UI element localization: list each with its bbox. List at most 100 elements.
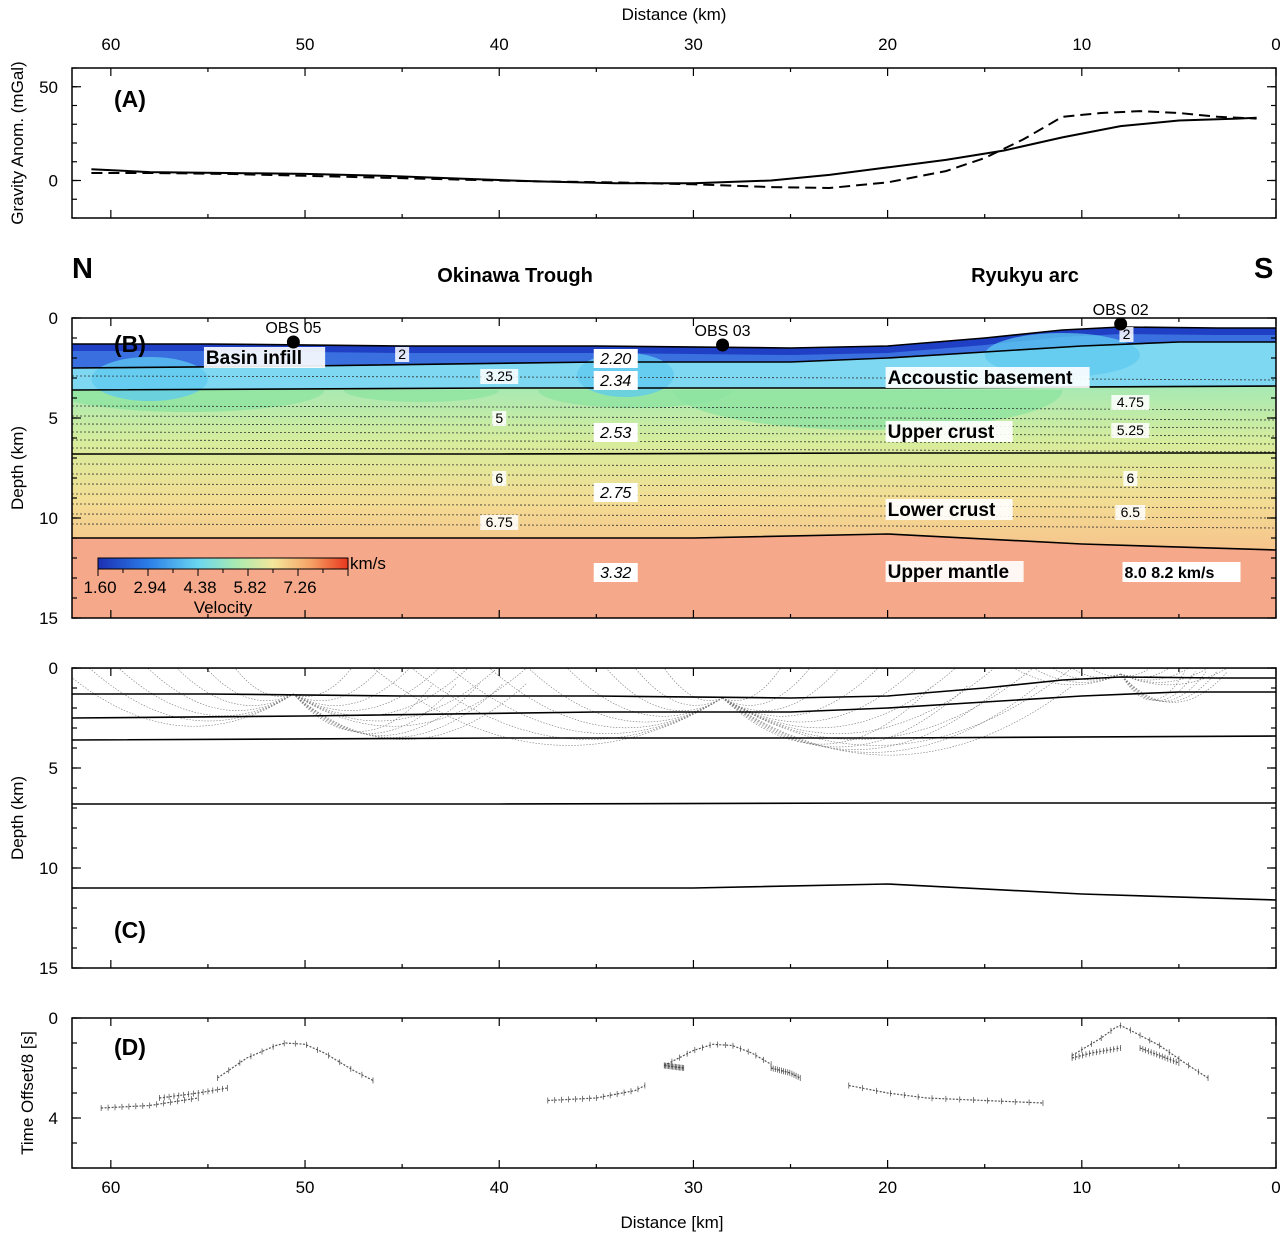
ray-path-deep	[293, 683, 434, 732]
x-tick-label-top: 50	[296, 35, 315, 54]
isovelocity-label: 6.5	[1121, 504, 1141, 520]
panel-b-ylabel: Depth (km)	[8, 426, 27, 510]
isovelocity-contour	[72, 473, 1276, 479]
panel-d-label: (D)	[114, 1034, 146, 1060]
panel-a-ticks: 60 50 40 30 20 10 0 0 50	[39, 35, 1281, 219]
x-tick-label-top: 30	[684, 35, 703, 54]
panel-d: 60 50 40 30 20 10 0 0 4 (D) Time Offset/8 [s]	[18, 1009, 1281, 1197]
layer-label: Upper crust	[888, 422, 995, 443]
ray-path-deep	[722, 685, 1073, 756]
low-velocity-pocket	[674, 390, 1063, 430]
panel-d-frame	[71, 1017, 1277, 1169]
ray-path	[118, 668, 294, 717]
colorbar-ticks: 1.60 2.94 4.38 5.82 7.26	[83, 569, 349, 597]
isovelocity-label: 6	[1126, 470, 1134, 486]
density-label-bg	[593, 563, 638, 582]
obs-station-marker	[286, 335, 300, 349]
ray-path	[411, 668, 723, 740]
ray-path	[293, 668, 469, 717]
x-tick-label-top: 40	[490, 35, 509, 54]
ray-path	[605, 668, 723, 711]
isovelocity-contour	[72, 483, 1276, 489]
colorbar-tick-label: 4.38	[183, 578, 216, 597]
travel-time-curve	[101, 1097, 199, 1109]
isovelocity-label-bg	[480, 369, 519, 384]
y-tick-label: 5	[49, 409, 58, 428]
travel-time-curve	[547, 1084, 646, 1102]
boundary-moho	[72, 533, 1276, 551]
ray-path	[293, 668, 352, 697]
layer-label: Accoustic basement	[888, 368, 1073, 389]
panel-b-ticks: 0 5 10 15	[39, 309, 1277, 628]
panel-c-ylabel: Depth (km)	[8, 776, 27, 860]
ray-path	[147, 668, 294, 711]
isovelocity-contour	[72, 415, 1276, 421]
density-label: 2.20	[599, 351, 631, 368]
isovelocity-label-bg	[1111, 423, 1150, 438]
y-tick-label: 4	[49, 1109, 58, 1128]
ray-path	[722, 668, 879, 717]
isovelocity-label: 2	[1123, 326, 1131, 342]
density-label: 2.34	[599, 373, 631, 390]
y-tick-label: 5	[49, 759, 58, 778]
density-label-bg	[593, 423, 638, 442]
isovelocity-label-bg	[492, 411, 507, 426]
layer-label: Upper mantle	[888, 562, 1009, 583]
ray-path-deep	[722, 685, 933, 745]
ray-path-deep	[722, 685, 1003, 750]
basement-pocket	[91, 357, 208, 401]
ray-path	[205, 668, 294, 701]
isovelocity-contour	[72, 405, 1276, 411]
isovelocity-label: 3.25	[486, 368, 513, 384]
ray-path	[293, 668, 381, 701]
ray-path	[722, 668, 1073, 746]
ray-path	[566, 668, 723, 717]
isovelocity-label-bg	[1115, 505, 1146, 520]
upper-mantle-layer	[72, 534, 1276, 618]
panel-d-ylabel: Time Offset/8 [s]	[18, 1031, 37, 1155]
isovelocity-label-bg	[480, 515, 519, 530]
ray-path-deep	[1120, 671, 1228, 703]
layer-label-bg	[885, 367, 1090, 388]
y-tick-label: 10	[39, 859, 58, 878]
x-tick-label-top: 0	[1271, 35, 1280, 54]
ray-path-deep	[293, 683, 481, 736]
ray-path	[1013, 668, 1121, 686]
ray-path	[722, 668, 782, 701]
panel-b: 0 5 10 15 Basin infill Accoustic basement Upp…	[8, 302, 1277, 628]
isovelocity-contour	[72, 523, 1276, 529]
y-tick-label: 15	[39, 609, 58, 628]
density-label-bg	[593, 371, 638, 390]
travel-time-curve	[1071, 1024, 1209, 1079]
ray-path	[293, 668, 411, 706]
panel-a-ylabel: Gravity Anom. (mGal)	[8, 61, 27, 224]
x-tick-label-bottom: 50	[296, 1178, 315, 1197]
x-tick-label-bottom: 0	[1271, 1178, 1280, 1197]
x-tick-label-bottom: 60	[101, 1178, 120, 1197]
travel-time-curve	[217, 1042, 374, 1082]
ray-path	[722, 668, 956, 729]
density-label: 2.75	[599, 485, 631, 502]
travel-time-picks	[100, 1022, 1209, 1111]
colorbar-title: Velocity	[194, 598, 253, 617]
basement-pocket	[984, 333, 1141, 377]
gravity-observed-line	[91, 116, 1257, 185]
basin-top-layer	[72, 327, 1276, 355]
isovelocity-label-bg	[1119, 327, 1134, 342]
isovelocity-label: 5.25	[1117, 422, 1144, 438]
ray-path	[1091, 668, 1121, 676]
colorbar-unit: km/s	[350, 554, 386, 573]
ray-path	[528, 668, 723, 723]
panel-b-label: (B)	[114, 331, 146, 357]
colorbar-tick-label: 5.82	[233, 578, 266, 597]
ray-path	[176, 668, 294, 706]
ray-path-deep	[1120, 671, 1196, 701]
panel-c-frame	[71, 667, 1277, 969]
travel-time-curve	[848, 1084, 1044, 1104]
isovelocity-contour	[72, 447, 1276, 453]
south-label: S	[1254, 253, 1273, 285]
x-tick-label-top: 10	[1072, 35, 1091, 54]
ray-path	[1120, 668, 1228, 686]
mantle-velocity-bg	[1122, 562, 1241, 582]
ray-path	[489, 668, 723, 729]
